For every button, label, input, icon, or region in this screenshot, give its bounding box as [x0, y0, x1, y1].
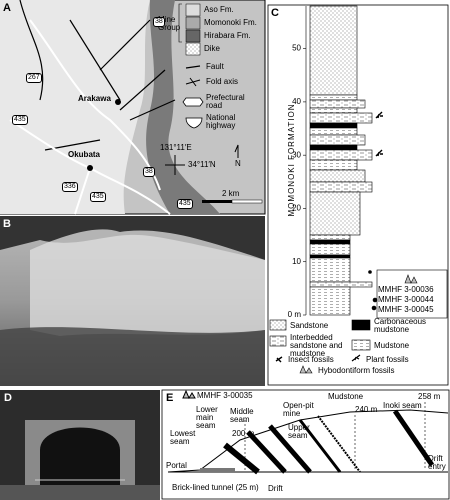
legend-item: Carbonaceous mudstone: [374, 317, 427, 334]
section-label: Upper seam: [288, 423, 310, 440]
y-tick-label: 40: [292, 97, 301, 106]
section-label: Lowest seam: [170, 429, 196, 446]
y-tick-label: 10: [292, 257, 301, 266]
scale: 2 km: [222, 189, 240, 198]
legend-symbol: Fold axis: [206, 77, 239, 86]
legend-group: Mine Group: [158, 15, 181, 32]
section-label: Open-pit mine: [283, 401, 314, 418]
longitude: 131°11′E: [160, 143, 192, 152]
section-label: Brick-lined tunnel (25 m): [172, 483, 259, 492]
y-tick-label: 30: [292, 150, 301, 159]
legend-unit: Momonoki Fm.: [204, 18, 257, 27]
panel-label: E: [166, 392, 174, 404]
road-number: 336: [62, 182, 78, 192]
map: [0, 0, 266, 215]
photo-d: [0, 390, 160, 500]
legend-item: Hybodontiform fossils: [318, 366, 395, 375]
north: N: [235, 159, 241, 168]
specimen: MMHF 3-00044: [378, 295, 434, 304]
section-label: 240 m: [355, 405, 378, 414]
section-label: Middle seam: [230, 407, 254, 424]
section-label: Lower main seam: [196, 405, 218, 430]
section-label: Portal: [166, 461, 187, 470]
section-label: Drift entry: [428, 454, 446, 471]
latitude: 34°11′N: [188, 160, 216, 169]
road-number: 435: [177, 199, 193, 209]
legend-item: Plant fossils: [366, 355, 409, 364]
panel-label: A: [3, 2, 11, 14]
section-label: 258 m: [418, 392, 441, 401]
section-label: 200 m: [232, 429, 255, 438]
photo-b: [0, 216, 265, 386]
place: Arakawa: [78, 94, 111, 103]
legend-item: Interbedded sandstone and mudstone: [290, 333, 343, 358]
y-tick-label: 0 m: [288, 310, 302, 319]
legend-unit: Hirabara Fm.: [204, 31, 251, 40]
legend-unit: Dike: [204, 44, 221, 53]
y-tick-label: 20: [292, 204, 301, 213]
road-number: 435: [12, 115, 28, 125]
legend-symbol: National highway: [206, 113, 236, 130]
formation-label: MOMONOKI FORMATION: [287, 104, 296, 217]
road-number: 38: [153, 17, 165, 27]
legend-item: Mudstone: [374, 341, 410, 350]
section: [161, 389, 450, 500]
legend-item: Sandstone: [290, 321, 329, 330]
panel-label: B: [3, 218, 11, 230]
section-label: Inoki seam: [383, 401, 422, 410]
road-number: 267: [26, 73, 42, 83]
road-number: 435: [90, 192, 106, 202]
specimen: MMHF 3-00035: [197, 391, 253, 400]
legend-item: Insect fossils: [288, 355, 334, 364]
specimen: MMHF 3-00036: [378, 285, 434, 294]
panel-label: D: [4, 392, 12, 404]
column: [267, 4, 449, 386]
section-label: Drift: [268, 484, 283, 493]
legend-symbol: Prefectural road: [206, 93, 245, 110]
place: Okubata: [68, 150, 101, 159]
section-label: Mudstone: [328, 392, 364, 401]
panel-label: C: [271, 7, 279, 19]
specimen: MMHF 3-00045: [378, 305, 434, 314]
y-tick-label: 50: [292, 44, 301, 53]
legend-unit: Aso Fm.: [204, 5, 234, 14]
legend-symbol: Fault: [206, 62, 224, 71]
road-number: 38: [143, 167, 155, 177]
